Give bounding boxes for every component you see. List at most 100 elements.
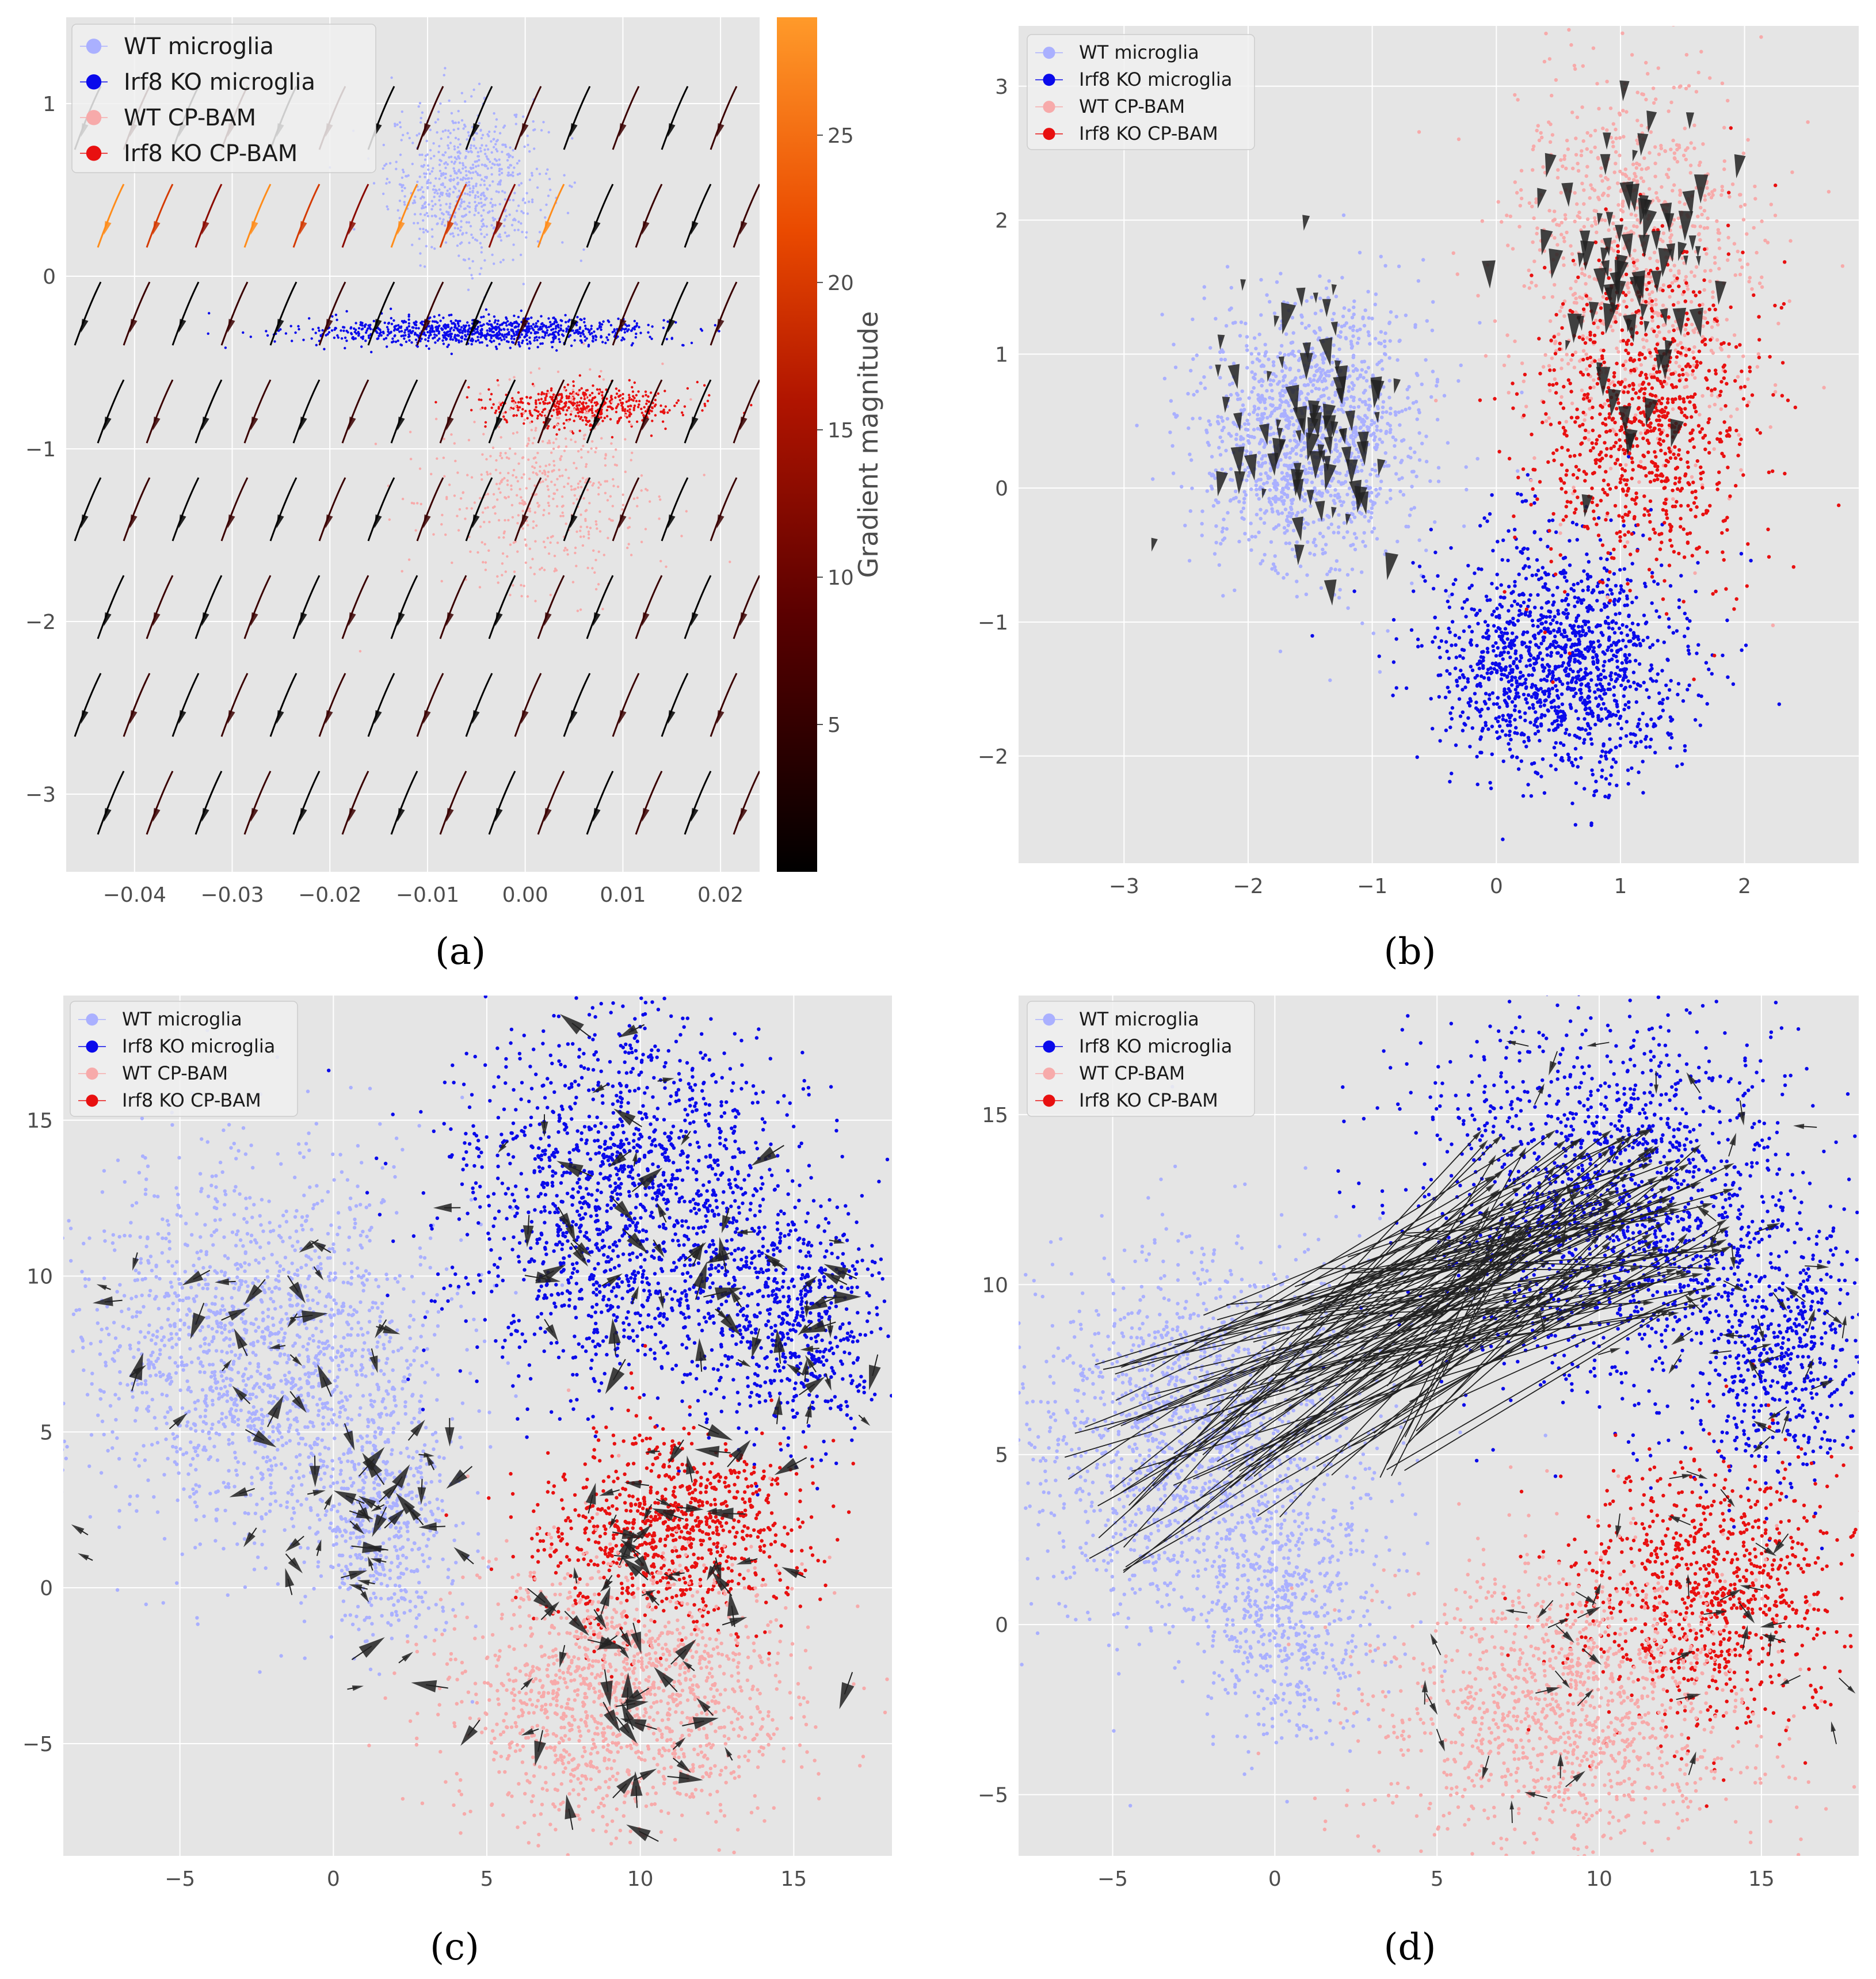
scatter-point xyxy=(1270,410,1274,414)
scatter-point xyxy=(514,115,517,119)
scatter-point xyxy=(382,331,385,335)
scatter-point xyxy=(573,392,575,395)
scatter-point xyxy=(472,88,475,91)
scatter-point xyxy=(547,501,550,505)
scatter-point xyxy=(1564,597,1568,601)
scatter-point xyxy=(1495,607,1499,611)
scatter-point xyxy=(1302,447,1306,451)
scatter-point xyxy=(439,192,443,195)
scatter-point xyxy=(1273,494,1278,499)
streamline xyxy=(733,575,760,639)
scatter-point xyxy=(1602,688,1606,692)
scatter-point xyxy=(1321,535,1325,539)
scatter-point xyxy=(1461,710,1465,714)
scatter-point xyxy=(1570,801,1574,806)
scatter-point xyxy=(497,326,500,329)
scatter-point xyxy=(535,426,537,430)
scatter-point xyxy=(662,411,666,415)
scatter-point xyxy=(1546,709,1550,713)
scatter-point xyxy=(443,475,446,478)
scatter-point xyxy=(619,399,621,402)
scatter-point xyxy=(673,405,676,407)
scatter-point xyxy=(546,485,549,488)
scatter-point xyxy=(1660,563,1664,567)
scatter-point xyxy=(459,497,463,500)
scatter-point xyxy=(1645,688,1649,692)
scatter-point xyxy=(1191,417,1195,421)
scatter-point xyxy=(421,111,424,114)
scatter-point xyxy=(650,337,653,340)
scatter-point xyxy=(647,395,650,398)
scatter-point xyxy=(555,325,558,328)
scatter-point xyxy=(1552,628,1556,632)
scatter-point xyxy=(453,161,457,163)
scatter-point xyxy=(474,209,477,212)
scatter-point xyxy=(454,136,457,139)
arrow-head xyxy=(446,221,454,235)
scatter-point xyxy=(1562,575,1567,579)
scatter-point xyxy=(520,594,523,598)
streamline xyxy=(465,477,493,542)
scatter-point xyxy=(1331,380,1335,384)
scatter-point xyxy=(436,192,439,195)
colorbar-tick-label: 20 xyxy=(828,272,854,295)
scatter-point xyxy=(579,608,582,611)
scatter-point xyxy=(1458,676,1462,680)
scatter-point xyxy=(533,409,536,411)
scatter-point xyxy=(1584,707,1588,711)
scatter-point xyxy=(536,414,540,417)
scatter-point xyxy=(1368,472,1372,476)
scatter-point xyxy=(1187,426,1191,430)
scatter-point xyxy=(1299,375,1303,379)
scatter-point xyxy=(605,409,609,411)
scatter-point xyxy=(1361,540,1365,544)
scatter-point xyxy=(1615,659,1619,664)
scatter-point xyxy=(1221,419,1225,423)
scatter-point xyxy=(566,383,570,386)
scatter-point xyxy=(1530,695,1534,699)
arrow-head xyxy=(129,319,138,333)
scatter-point xyxy=(633,381,636,384)
scatter-point xyxy=(556,478,559,481)
scatter-point xyxy=(582,342,585,345)
scatter-point xyxy=(470,177,473,180)
scatter-point xyxy=(1278,351,1282,355)
scatter-point xyxy=(595,523,598,526)
scatter-point xyxy=(1368,486,1372,490)
scatter-point xyxy=(1559,654,1563,658)
scatter-point xyxy=(563,174,566,177)
scatter-point xyxy=(469,224,472,228)
scatter-point xyxy=(625,401,628,403)
scatter-point xyxy=(391,341,394,344)
scatter-point xyxy=(1263,460,1268,465)
scatter-point xyxy=(291,340,293,342)
scatter-point xyxy=(1600,697,1604,701)
scatter-point xyxy=(628,420,631,423)
scatter-point xyxy=(1264,509,1268,513)
scatter-point xyxy=(579,396,583,399)
scatter-point xyxy=(590,447,593,450)
scatter-point xyxy=(396,209,399,212)
scatter-point xyxy=(1220,440,1225,444)
streamline xyxy=(146,771,174,835)
scatter-point xyxy=(1333,438,1337,442)
scatter-point xyxy=(580,456,583,459)
scatter-point xyxy=(536,452,539,455)
scatter-point xyxy=(439,217,441,220)
scatter-point xyxy=(1387,356,1391,360)
scatter-point xyxy=(594,334,597,337)
streamline xyxy=(710,281,738,346)
scatter-point xyxy=(1310,389,1314,394)
arrow-head xyxy=(495,808,503,822)
arrow-head xyxy=(691,612,699,627)
scatter-point xyxy=(586,409,589,411)
scatter-point xyxy=(533,511,537,514)
scatter-point xyxy=(460,340,463,343)
scatter-point xyxy=(1268,378,1272,382)
scatter-point xyxy=(340,329,342,332)
scatter-point xyxy=(549,188,552,192)
scatter-point xyxy=(567,406,570,410)
scatter-point xyxy=(1273,569,1278,573)
scatter-point xyxy=(573,462,575,464)
